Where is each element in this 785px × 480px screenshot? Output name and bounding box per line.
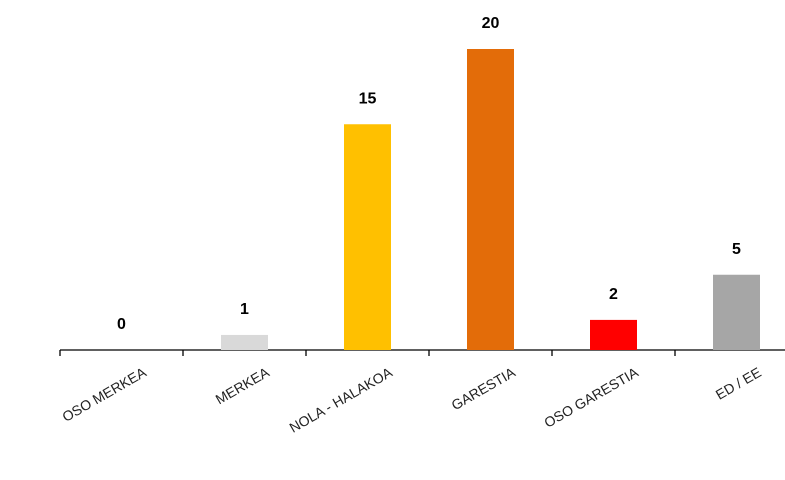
bar: [713, 274, 760, 350]
data-label: 5: [732, 241, 741, 258]
data-label: 15: [359, 90, 377, 107]
x-tick-label: ED / EE: [713, 364, 764, 403]
bar: [467, 49, 514, 350]
data-label: 1: [240, 301, 249, 318]
x-tick-label: GARESTIA: [449, 364, 519, 414]
data-label: 2: [609, 286, 618, 303]
x-tick-label: MERKEA: [213, 364, 273, 408]
x-tick-label: NOLA - HALAKOA: [286, 364, 395, 436]
bar: [344, 124, 391, 350]
x-tick-label: OSO GARESTIA: [541, 364, 641, 431]
data-label: 0: [117, 316, 126, 333]
data-label: 20: [482, 15, 500, 32]
x-tick-label: OSO MERKEA: [59, 364, 149, 425]
bar: [590, 319, 637, 350]
bar: [221, 334, 268, 350]
